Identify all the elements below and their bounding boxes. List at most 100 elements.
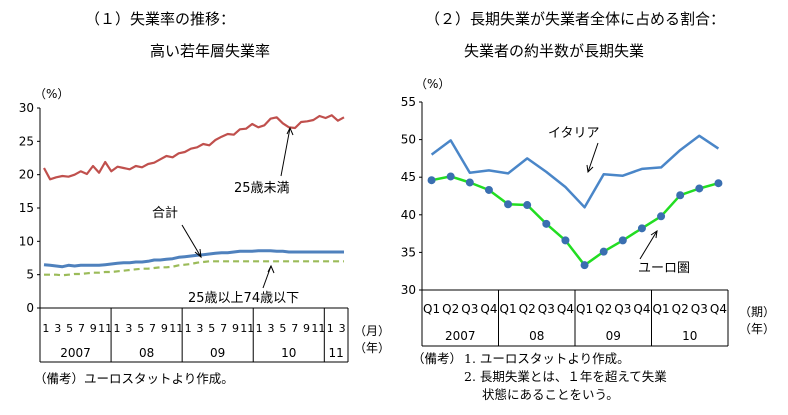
chart1-month-label: 3	[339, 322, 346, 335]
chart2-series-line-0	[430, 134, 720, 209]
chart2-quarter-label: Q2	[595, 302, 612, 316]
chart2-series-point-1	[599, 247, 608, 256]
chart2-quarter-label: Q4	[557, 302, 574, 316]
chart1-note: （備考）ユーロスタットより作成。	[34, 371, 234, 386]
chart2-ytick-label: 35	[401, 245, 416, 259]
chart1-month-label: 3	[125, 322, 132, 335]
chart1-series-line-1	[43, 249, 344, 269]
chart1-year-label: 2007	[60, 346, 91, 360]
chart1-legend-adult: 25歳以上74歳以下	[188, 291, 299, 306]
chart1-month-label: 1	[256, 322, 263, 335]
chart1-month-label: 1	[42, 322, 49, 335]
chart1-ytick-label: 25	[19, 134, 34, 148]
chart1-leader-youth	[280, 127, 291, 177]
chart2-series-point-1	[676, 191, 685, 200]
chart2-series-line-1	[431, 175, 719, 267]
chart2-leader-euro	[639, 230, 658, 260]
chart2-series-point-1	[523, 201, 532, 210]
chart1-arrowhead-adult	[267, 264, 275, 274]
chart2-quarter-label: Q4	[633, 302, 650, 316]
chart2-note-1: 1. ユーロスタットより作成。	[464, 351, 630, 366]
chart2-series-point-1	[427, 176, 436, 185]
chart2-series-point-1	[695, 184, 704, 193]
chart2-year-label: 2007	[445, 329, 476, 343]
chart2-note-3: 状態にあることをいう。	[482, 387, 619, 402]
chart1-arrowhead-youth	[286, 126, 294, 136]
chart2-year-label: 10	[682, 329, 697, 343]
chart1-ytick-label: 30	[19, 101, 34, 115]
chart2-arrowhead-italy	[586, 164, 594, 174]
chart1-month-label: 5	[279, 322, 286, 335]
chart2-ytick-label: 55	[401, 95, 416, 109]
chart1-year-label: 10	[281, 346, 296, 360]
chart2-ylabel: （%）	[415, 77, 450, 91]
chart2-note-head: （備考）	[412, 351, 462, 366]
chart1-month-label: 11	[311, 322, 325, 335]
chart1-month-label: 7	[220, 322, 227, 335]
chart2-series-point-1	[465, 178, 474, 187]
chart1-title: （１）失業率の推移：	[85, 10, 235, 28]
chart1-month-label: 11	[169, 322, 183, 335]
chart2-quarter-label: Q4	[710, 302, 727, 316]
chart2-series-point-1	[484, 185, 493, 194]
chart1-year-label: 08	[139, 346, 154, 360]
chart1-ytick-label: 0	[26, 301, 34, 315]
chart2-year-label: 09	[606, 329, 621, 343]
chart2-series-point-1	[714, 179, 723, 188]
chart1-month-label: 9	[232, 322, 239, 335]
chart1-month-label: 5	[66, 322, 73, 335]
chart1-series-line-0	[43, 114, 345, 181]
chart1-month-label: 3	[268, 322, 275, 335]
chart1-ytick-label: 10	[19, 234, 34, 248]
chart2-year-label: 08	[529, 329, 544, 343]
chart2-quarter-label: Q4	[480, 302, 497, 316]
chart2-quarter-label: Q2	[672, 302, 689, 316]
chart2-ytick-label: 45	[401, 170, 416, 184]
chart1-month-label: 5	[137, 322, 144, 335]
chart1-month-label: 7	[78, 322, 85, 335]
chart1-month-label: 1	[114, 322, 121, 335]
chart1-month-label: 9	[303, 322, 310, 335]
chart2-quarter-label: Q3	[614, 302, 631, 316]
chart2-quarter-label: Q3	[538, 302, 555, 316]
chart1-month-label: 9	[90, 322, 97, 335]
chart1-ytick-label: 5	[26, 268, 34, 282]
chart1-year-label: 09	[210, 346, 225, 360]
chart2-legend-italy: イタリア	[548, 126, 599, 141]
chart1-series-line-2	[44, 260, 344, 277]
chart2-quarter-label: Q1	[423, 302, 440, 316]
chart1-month-label: 3	[54, 322, 61, 335]
chart1-year-label: 11	[329, 346, 344, 360]
chart2-quarter-label: Q2	[519, 302, 536, 316]
chart1-month-label: 3	[196, 322, 203, 335]
chart1-month-label: 5	[208, 322, 215, 335]
chart1-arrowhead-total	[194, 248, 202, 259]
chart1-x-unit: （月）	[354, 324, 390, 338]
chart2-series-point-1	[446, 172, 455, 181]
chart1-leader-total	[181, 224, 202, 258]
chart2-ytick-label: 30	[401, 283, 416, 297]
chart1-legend-total: 合計	[152, 205, 178, 221]
chart1-legend-youth: 25歳未満	[234, 181, 290, 196]
chart1-month-label: 11	[98, 322, 112, 335]
chart2-quarter-label: Q3	[691, 302, 708, 316]
chart2-series-point-1	[657, 212, 666, 221]
chart2-quarter-label: Q2	[442, 302, 459, 316]
chart2-ytick-label: 40	[401, 208, 416, 222]
chart2-y-unit: （年）	[739, 322, 775, 336]
chart2-arrowhead-euro	[650, 229, 658, 239]
chart2-ytick-label: 50	[401, 133, 416, 147]
chart1-month-label: 7	[291, 322, 298, 335]
chart1-month-label: 9	[161, 322, 168, 335]
chart2-subtitle: 失業者の約半数が長期失業	[464, 42, 644, 60]
chart2-quarter-label: Q1	[576, 302, 593, 316]
chart1-ytick-label: 20	[19, 168, 34, 182]
chart1-ytick-label: 15	[19, 201, 34, 215]
chart2-series-point-1	[542, 219, 551, 228]
chart2-series-point-1	[561, 236, 570, 245]
chart2-quarter-label: Q1	[653, 302, 670, 316]
chart2-series-point-1	[504, 200, 513, 209]
